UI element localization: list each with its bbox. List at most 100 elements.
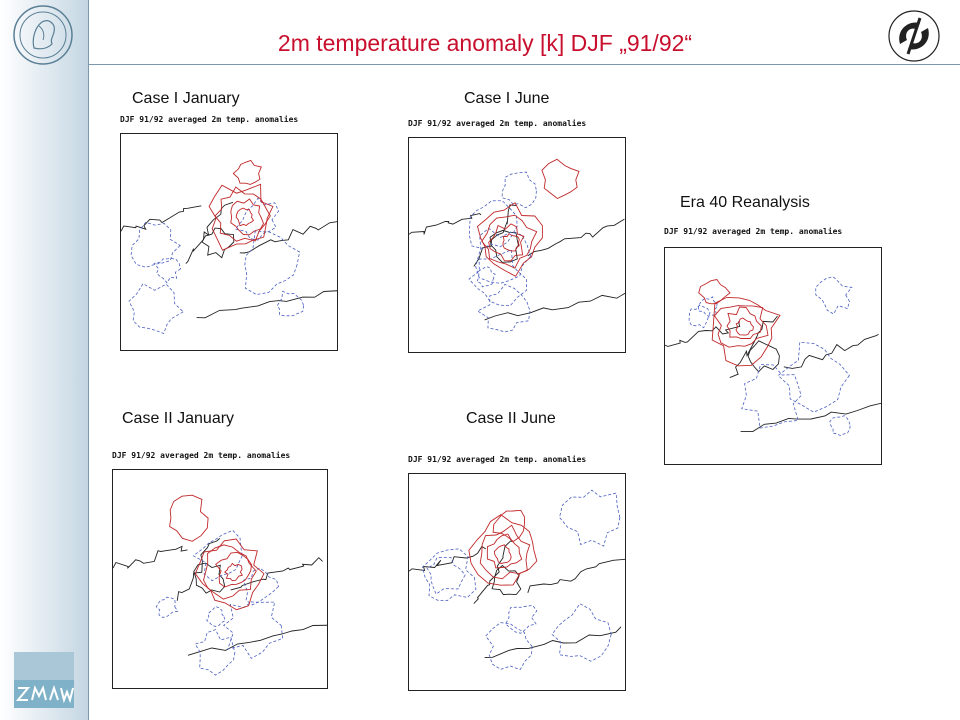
coastline [484, 292, 625, 321]
map-frame [120, 133, 338, 351]
label-case2-january: Case II January [122, 410, 235, 427]
contour-map [121, 159, 337, 335]
positive-contour [481, 214, 538, 269]
coastline [113, 545, 188, 569]
coastline [230, 557, 323, 591]
map-frame [112, 469, 328, 689]
negative-contour [501, 171, 537, 209]
contour-map [665, 276, 881, 437]
negative-contour [128, 283, 184, 335]
plot-title: DJF 91/92 averaged 2m temp. anomalies [408, 119, 587, 128]
coastline [409, 545, 487, 572]
positive-contour [488, 223, 525, 262]
sidebar-gradient [0, 0, 88, 720]
negative-contour [475, 227, 532, 284]
negative-contour [155, 596, 179, 618]
positive-contour [713, 305, 769, 348]
coastline [473, 540, 513, 604]
coastline [121, 205, 202, 232]
institute-logo-icon [888, 10, 940, 62]
negative-contour [130, 222, 181, 268]
positive-contour [169, 494, 209, 542]
negative-contour [223, 601, 284, 659]
map-frame [664, 247, 882, 465]
negative-contour [829, 415, 851, 437]
positive-contour [230, 198, 264, 236]
coastline [527, 218, 625, 257]
negative-contour [476, 266, 496, 288]
positive-contour [735, 317, 754, 336]
header-divider [88, 64, 960, 65]
coastline [201, 227, 235, 259]
negative-contour [276, 290, 305, 317]
positive-contour [235, 207, 255, 227]
plot-title: DJF 91/92 averaged 2m temp. anomalies [408, 455, 587, 464]
positive-contour [502, 233, 520, 252]
vertical-divider [88, 0, 89, 720]
negative-contour [485, 622, 533, 671]
negative-contour [426, 556, 466, 595]
negative-contour [422, 548, 477, 602]
page-title: 2m temperature anomaly [k] DJF „91/92“ [277, 30, 693, 56]
positive-contour [208, 183, 274, 251]
positive-contour [726, 306, 762, 339]
negative-contour [468, 249, 527, 307]
negative-contour [194, 629, 236, 676]
positive-contour [711, 296, 781, 367]
positive-contour [541, 158, 580, 200]
contour-map [113, 494, 327, 676]
positive-contour [494, 544, 512, 564]
map-frame [408, 137, 626, 353]
negative-contour [559, 489, 621, 547]
coastline [187, 624, 327, 656]
positive-contour [224, 562, 243, 582]
negative-contour [153, 257, 182, 284]
negative-contour [476, 283, 531, 333]
coastline [196, 290, 337, 319]
max-planck-seal-icon [13, 5, 73, 65]
plot-title: DJF 91/92 averaged 2m temp. anomalies [112, 451, 291, 460]
positive-contour [468, 514, 538, 586]
coastline [665, 321, 741, 347]
coastline [783, 333, 879, 369]
map-frame [408, 473, 626, 691]
coastline [491, 564, 522, 596]
coastline [176, 538, 221, 601]
negative-contour [243, 567, 279, 606]
negative-contour [244, 231, 301, 296]
coastline [740, 402, 881, 433]
negative-contour [551, 603, 612, 662]
plot-title: DJF 91/92 averaged 2m temp. anomalies [664, 227, 843, 236]
negative-contour [815, 276, 853, 315]
negative-contour [234, 197, 280, 241]
negative-contour [192, 529, 243, 582]
positive-contour [476, 202, 543, 277]
negative-contour [777, 341, 850, 413]
negative-contour [741, 364, 802, 429]
contour-map [409, 158, 625, 333]
positive-contour [698, 278, 731, 305]
coastline [729, 315, 778, 379]
negative-contour [468, 200, 518, 249]
coastline [527, 558, 625, 593]
contour-map [409, 489, 625, 671]
coastline [239, 221, 337, 254]
positive-contour [232, 159, 262, 185]
plot-title: DJF 91/92 averaged 2m temp. anomalies [120, 115, 299, 124]
label-case1-june: Case I June [464, 90, 550, 107]
negative-contour [206, 606, 226, 627]
coastline [484, 626, 622, 659]
negative-contour [505, 605, 538, 634]
negative-contour [697, 296, 718, 317]
positive-contour [492, 509, 526, 543]
label-case1-january: Case I January [132, 90, 240, 107]
label-era40: Era 40 Reanalysis [680, 194, 810, 211]
zmaw-logo-icon [14, 652, 74, 708]
positive-contour [214, 186, 271, 242]
positive-contour [215, 551, 252, 588]
positive-contour [194, 538, 265, 611]
negative-contour [688, 304, 711, 329]
positive-contour [479, 524, 531, 580]
label-case2-june: Case II June [466, 410, 556, 427]
positive-contour [203, 544, 257, 600]
